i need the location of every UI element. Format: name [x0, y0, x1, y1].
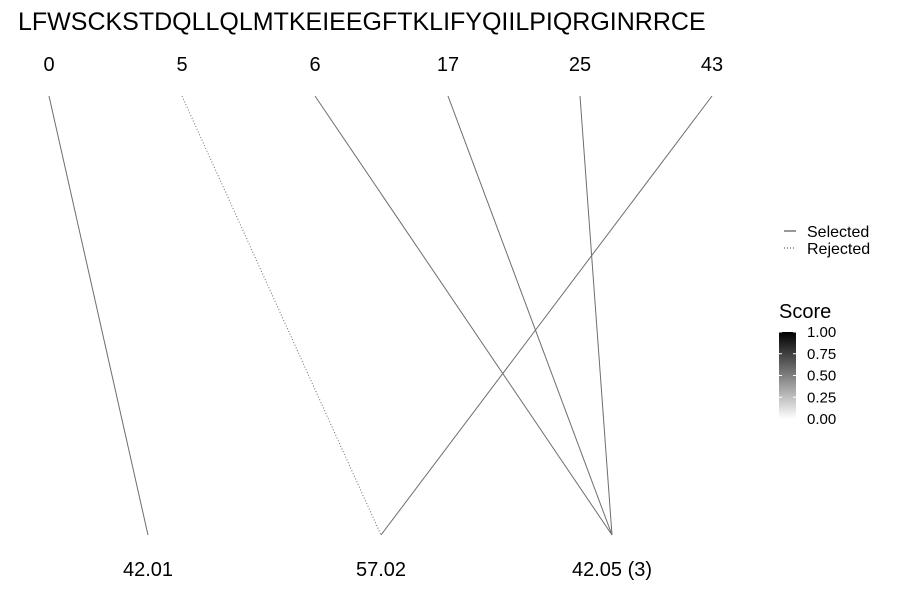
- colorbar-tick-label-4: 0.00: [807, 411, 836, 428]
- colorbar-tick-label-3: 0.25: [807, 389, 836, 406]
- top-label-1: 5: [176, 54, 187, 76]
- colorbar-tick-label-2: 0.50: [807, 368, 836, 385]
- link-line-1-rejected: [181, 95, 382, 536]
- bottom-label-1: 57.02: [356, 559, 406, 581]
- top-label-0: 0: [43, 54, 54, 76]
- legend-rejected-label: Rejected: [807, 241, 870, 258]
- top-label-4: 25: [569, 54, 591, 76]
- bottom-label-0: 42.01: [123, 559, 173, 581]
- colorbar-gradient: [779, 332, 796, 419]
- colorbar-tick-label-0: 1.00: [807, 324, 836, 341]
- top-labels: 0 5 6 17 25 43: [43, 54, 723, 76]
- score-colorbar-legend: Score 1.00 0.75 0.50 0.25 0.00: [779, 301, 836, 428]
- colorbar-title: Score: [779, 301, 831, 323]
- link-line-2-selected: [314, 95, 613, 536]
- bottom-label-2: 42.05 (3): [572, 559, 652, 581]
- top-label-5: 43: [701, 54, 723, 76]
- sequence-title: LFWSCKSTDQLLQLMTKEIEEGFTKLIFYQIILPIQRGIN…: [18, 8, 706, 36]
- link-line-3-selected: [447, 95, 613, 536]
- links-layer: [48, 95, 713, 536]
- link-line-5-selected: [380, 95, 713, 536]
- top-label-3: 17: [437, 54, 459, 76]
- linetype-legend: Selected Rejected: [784, 224, 870, 258]
- link-line-0-selected: [48, 95, 149, 536]
- top-label-2: 6: [309, 54, 320, 76]
- colorbar-tick-label-1: 0.75: [807, 346, 836, 363]
- legend-selected-label: Selected: [807, 224, 869, 241]
- bottom-labels: 42.01 57.02 42.05 (3): [123, 559, 652, 581]
- link-line-4-selected: [579, 95, 613, 536]
